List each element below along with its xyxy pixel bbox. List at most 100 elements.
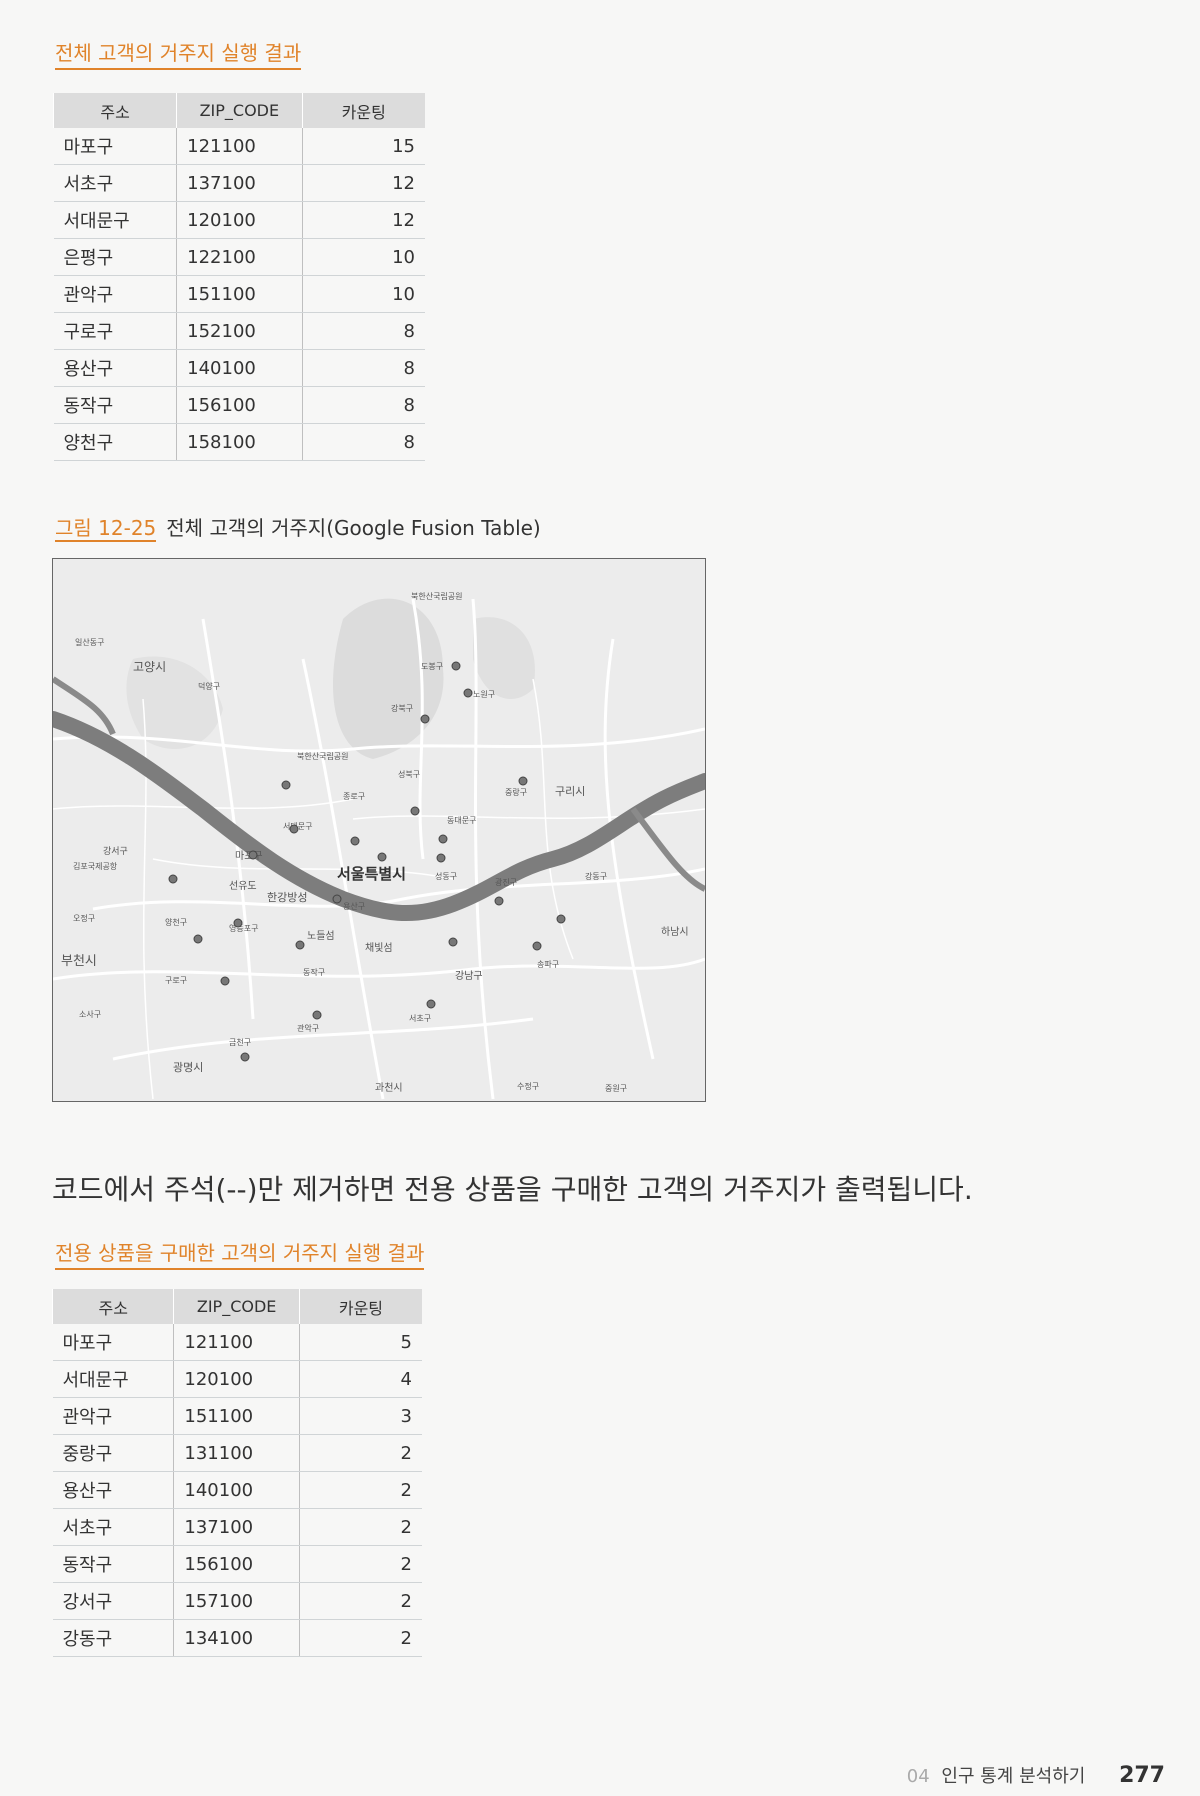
location-marker — [312, 1010, 322, 1020]
map-label: 강동구 — [585, 871, 607, 881]
cell-address: 서대문구 — [53, 201, 177, 239]
location-marker — [281, 780, 291, 790]
cell-address: 서초구 — [53, 164, 177, 202]
table-header-row: 주소 ZIP_CODE 카운팅 — [51, 1289, 422, 1324]
cell-count: 2 — [298, 1508, 422, 1546]
chapter-name: 인구 통계 분석하기 — [941, 1766, 1086, 1787]
table-row: 마포구 121100 5 — [52, 1324, 422, 1361]
cell-address: 서초구 — [52, 1508, 174, 1546]
table-row: 서대문구 120100 12 — [53, 201, 425, 239]
map-label: 덕양구 — [198, 681, 220, 691]
cell-count: 5 — [298, 1324, 422, 1361]
figure-caption: 그림 12-25 전체 고객의 거주지(Google Fusion Table) — [55, 515, 541, 542]
page-number: 277 — [1119, 1763, 1165, 1788]
cell-zip-code: 156100 — [173, 1545, 300, 1583]
cell-count: 12 — [301, 164, 425, 202]
map-label: 북한산국립공원 — [297, 751, 349, 761]
map-label: 강서구 — [103, 846, 128, 857]
table-row: 서초구 137100 2 — [52, 1508, 422, 1546]
cell-zip-code: 151100 — [176, 275, 303, 313]
cell-zip-code: 121100 — [176, 128, 303, 165]
column-header-zip: ZIP_CODE — [176, 93, 303, 128]
location-marker — [220, 976, 230, 986]
cell-address: 강동구 — [52, 1619, 174, 1657]
map-label: 오정구 — [73, 913, 95, 923]
table2-title: 전용 상품을 구매한 고객의 거주지 실행 결과 — [55, 1240, 425, 1270]
map-label: 강남구 — [455, 970, 483, 982]
table-row: 동작구 156100 8 — [53, 386, 425, 424]
cell-address: 양천구 — [53, 423, 177, 461]
map-label: 관악구 — [297, 1023, 319, 1033]
table-row: 서초구 137100 12 — [53, 164, 425, 202]
map-label: 노들섬 — [307, 930, 335, 942]
map-label: 영등포구 — [229, 923, 258, 933]
map-label: 노원구 — [473, 690, 495, 699]
cell-zip-code: 134100 — [173, 1619, 300, 1657]
map-label: 일산동구 — [75, 637, 104, 647]
map-label: 부천시 — [61, 954, 97, 969]
map-label: 성북구 — [398, 770, 420, 779]
cell-address: 강서구 — [52, 1582, 174, 1620]
chapter-number: 04 — [906, 1766, 930, 1787]
cell-zip-code: 121100 — [173, 1324, 300, 1361]
page-footer: 04 인구 통계 분석하기 277 — [907, 1762, 1165, 1788]
map-label: 구리시 — [555, 785, 585, 798]
cell-address: 관악구 — [52, 1397, 174, 1435]
table1-title: 전체 고객의 거주지 실행 결과 — [55, 40, 302, 70]
cell-address: 용산구 — [53, 349, 177, 387]
location-marker — [168, 874, 178, 884]
map-label: 채빛섬 — [365, 942, 393, 954]
cell-zip-code: 158100 — [176, 423, 303, 461]
map-label: 과천시 — [375, 1082, 403, 1094]
table-row: 용산구 140100 8 — [53, 349, 425, 387]
cell-count: 2 — [298, 1471, 422, 1509]
map-label: 종로구 — [343, 792, 365, 801]
cell-address: 은평구 — [53, 238, 177, 276]
table-row: 강서구 157100 2 — [52, 1582, 422, 1620]
map-label: 도봉구 — [421, 662, 443, 671]
table-row: 관악구 151100 3 — [52, 1397, 422, 1435]
location-marker — [350, 836, 360, 846]
location-marker — [410, 806, 420, 816]
cell-address: 동작구 — [53, 386, 177, 424]
cell-zip-code: 152100 — [176, 312, 303, 350]
location-marker — [556, 914, 566, 924]
cell-zip-code: 122100 — [176, 238, 303, 276]
seoul-map: 북한산국립공원 일산동구 고양시 덕양구 도봉구 노원구 강북구 북한산국립공원… — [52, 558, 706, 1102]
location-marker — [377, 852, 387, 862]
cell-zip-code: 120100 — [176, 201, 303, 239]
body-text: 코드에서 주석(--)만 제거하면 전용 상품을 구매한 고객의 거주지가 출력… — [52, 1173, 973, 1206]
location-marker — [438, 834, 448, 844]
cell-address: 동작구 — [52, 1545, 174, 1583]
table-row: 동작구 156100 2 — [52, 1545, 422, 1583]
map-label: 양천구 — [165, 917, 187, 927]
cell-count: 8 — [301, 423, 425, 461]
cell-zip-code: 131100 — [173, 1434, 300, 1472]
map-label: 서울특별시 — [337, 865, 406, 883]
map-label: 하남시 — [661, 925, 689, 938]
location-marker — [295, 940, 305, 950]
cell-address: 마포구 — [53, 128, 177, 165]
cell-count: 3 — [298, 1397, 422, 1435]
map-label: 광진구 — [495, 877, 517, 887]
location-marker — [494, 896, 504, 906]
map-label: 중원구 — [605, 1084, 627, 1093]
cell-address: 구로구 — [53, 312, 177, 350]
cell-address: 용산구 — [52, 1471, 174, 1509]
cell-zip-code: 140100 — [173, 1471, 300, 1509]
table-row: 은평구 122100 10 — [53, 238, 425, 276]
cell-zip-code: 157100 — [173, 1582, 300, 1620]
location-marker — [532, 941, 542, 951]
table-row: 용산구 140100 2 — [52, 1471, 422, 1509]
cell-count: 12 — [301, 201, 425, 239]
map-label: 동대문구 — [447, 816, 476, 825]
location-marker — [193, 934, 203, 944]
figure-caption-text: 전체 고객의 거주지(Google Fusion Table) — [166, 516, 541, 540]
cell-count: 10 — [301, 238, 425, 276]
table-row: 양천구 158100 8 — [53, 423, 425, 461]
location-marker — [420, 714, 430, 724]
cell-count: 2 — [298, 1434, 422, 1472]
map-label: 선유도 — [229, 880, 257, 892]
column-header-address: 주소 — [51, 1289, 174, 1324]
table-row: 중랑구 131100 2 — [52, 1434, 422, 1472]
